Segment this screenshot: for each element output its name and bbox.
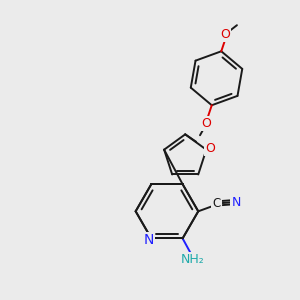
Text: C: C xyxy=(212,197,220,210)
Text: N: N xyxy=(231,196,241,209)
Text: NH₂: NH₂ xyxy=(181,253,205,266)
Text: O: O xyxy=(202,117,212,130)
Text: N: N xyxy=(143,233,154,247)
Text: O: O xyxy=(205,142,215,155)
Text: O: O xyxy=(220,28,230,41)
